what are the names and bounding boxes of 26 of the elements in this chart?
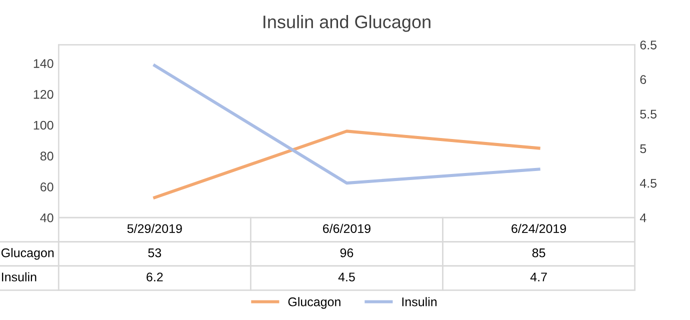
- y-tick-label: 80: [40, 152, 54, 161]
- y-tick-label: 140: [34, 59, 54, 68]
- text: Insulin: [2, 272, 36, 282]
- y2-tick-label: 4.5: [640, 178, 657, 188]
- legend-label: Insulin: [402, 297, 437, 306]
- legend-label: Glucagon: [288, 297, 340, 309]
- data-label: 4.5: [338, 272, 355, 282]
- y-tick-label: 120: [34, 90, 54, 99]
- text: Glucagon: [1, 248, 54, 260]
- y2-tick-label: 6: [640, 75, 646, 84]
- y2-tick-label: 6.5: [640, 40, 657, 50]
- x-tick-label: 6/6/2019: [323, 224, 370, 234]
- data-label: 53: [148, 248, 162, 258]
- x-tick-label: 6/24/2019: [512, 224, 566, 234]
- y2-tick-label: 5.5: [640, 110, 657, 119]
- y-tick-label: 100: [34, 120, 54, 130]
- y-tick-label: 60: [40, 182, 54, 192]
- data-label: 4.7: [530, 272, 547, 282]
- y2-tick-label: 4: [640, 214, 646, 222]
- chart-title: Insulin and Glucagon: [264, 15, 430, 32]
- data-label: 85: [532, 248, 546, 258]
- data-label: 96: [340, 248, 354, 258]
- data-label: 6.2: [146, 272, 163, 282]
- y-tick-label: 40: [40, 213, 54, 222]
- x-tick-label: 5/29/2019: [127, 224, 182, 234]
- y2-tick-label: 5: [640, 144, 646, 154]
